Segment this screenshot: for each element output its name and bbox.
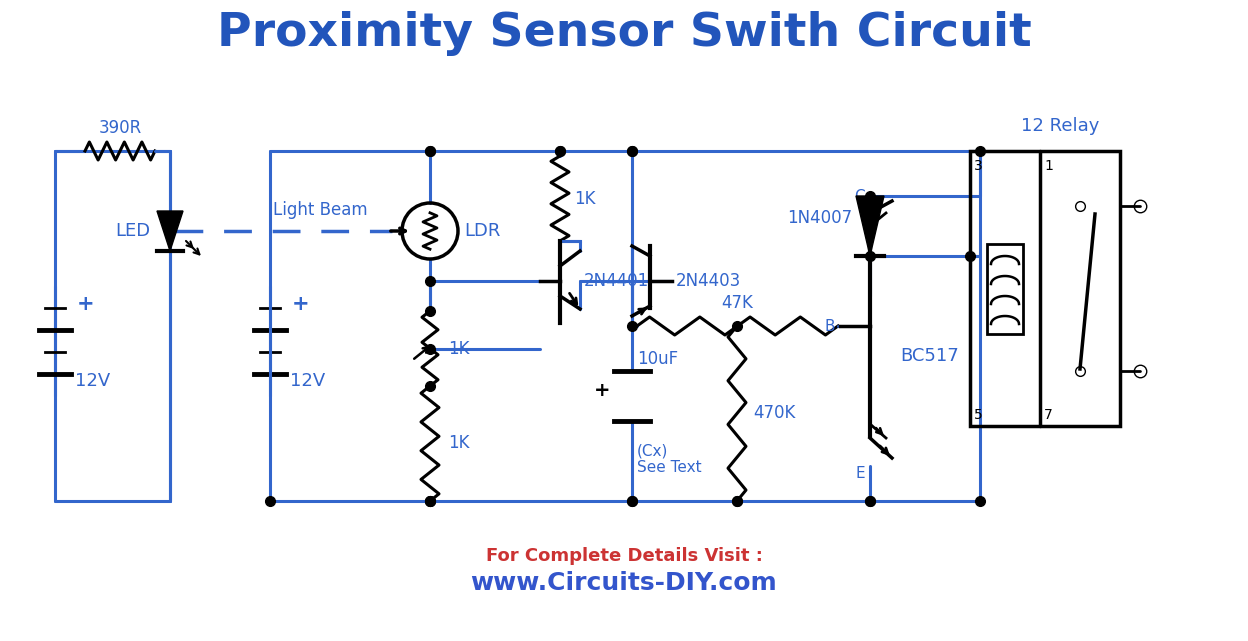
Text: 1K: 1K xyxy=(448,435,469,453)
Text: LED: LED xyxy=(115,222,150,240)
Text: E: E xyxy=(855,467,865,481)
Text: 1K: 1K xyxy=(448,340,469,358)
Text: 12 Relay: 12 Relay xyxy=(1021,117,1099,135)
Text: 470K: 470K xyxy=(753,404,795,422)
Text: BC517: BC517 xyxy=(900,347,958,365)
Text: For Complete Details Visit :: For Complete Details Visit : xyxy=(485,547,763,565)
Text: +: + xyxy=(77,294,95,314)
Text: 390R: 390R xyxy=(99,119,141,137)
Text: B: B xyxy=(825,319,835,333)
Text: 1: 1 xyxy=(1045,159,1053,173)
Text: 2N4403: 2N4403 xyxy=(676,272,741,290)
Text: 3: 3 xyxy=(973,159,982,173)
Text: +: + xyxy=(594,381,610,399)
Text: C: C xyxy=(855,188,865,203)
Text: www.Circuits-DIY.com: www.Circuits-DIY.com xyxy=(470,571,778,595)
Polygon shape xyxy=(157,211,183,251)
Bar xyxy=(987,244,1023,334)
Text: LDR: LDR xyxy=(464,222,500,240)
Text: 10uF: 10uF xyxy=(636,350,678,368)
Text: 2N4401: 2N4401 xyxy=(584,272,649,290)
Text: 1N4007: 1N4007 xyxy=(787,209,852,227)
Text: 5: 5 xyxy=(973,408,982,422)
Text: Proximity Sensor Swith Circuit: Proximity Sensor Swith Circuit xyxy=(217,10,1031,56)
Text: 12V: 12V xyxy=(75,372,110,390)
Text: 1K: 1K xyxy=(574,190,595,208)
Text: Light Beam: Light Beam xyxy=(272,201,367,219)
Bar xyxy=(970,151,1119,426)
Text: (Cx)
See Text: (Cx) See Text xyxy=(636,443,701,476)
Text: 47K: 47K xyxy=(721,294,754,312)
Text: 12V: 12V xyxy=(290,372,326,390)
Polygon shape xyxy=(856,196,884,256)
Text: +: + xyxy=(292,294,310,314)
Text: 7: 7 xyxy=(1045,408,1053,422)
